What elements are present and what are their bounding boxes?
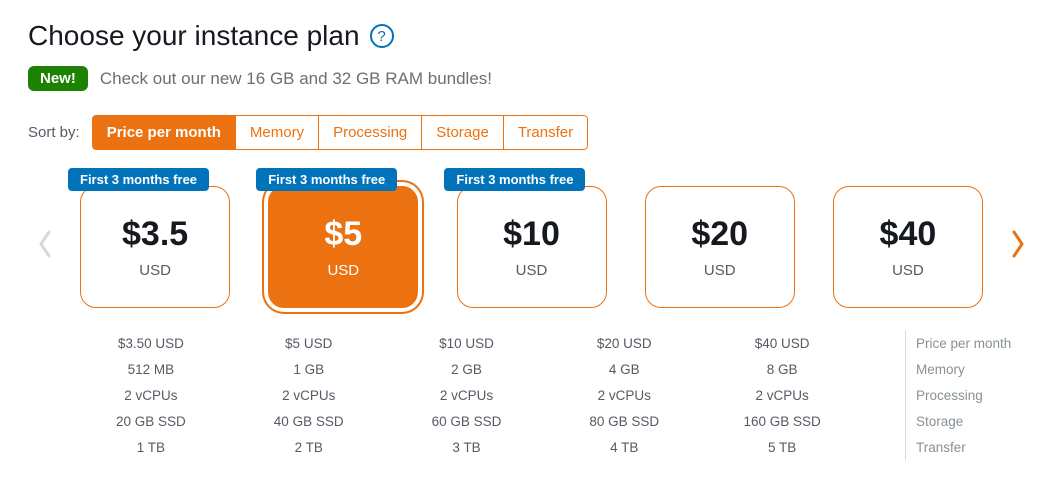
plan-price: $5 [324, 215, 362, 254]
spec-cell: 512 MB [72, 356, 230, 382]
plan-card[interactable]: $10 USD [457, 186, 607, 308]
chevron-right-icon [1010, 230, 1026, 258]
spec-cell: 2 vCPUs [388, 382, 546, 408]
page-title: Choose your instance plan [28, 20, 360, 52]
plan-price: $20 [691, 215, 748, 254]
sort-segmented-control: Price per month Memory Processing Storag… [92, 115, 588, 150]
sort-option-storage[interactable]: Storage [421, 115, 504, 150]
spec-cell: 40 GB SSD [230, 408, 388, 434]
chevron-left-icon [37, 230, 53, 258]
spec-cell: $5 USD [230, 330, 388, 356]
sort-option-price[interactable]: Price per month [92, 115, 236, 150]
spec-cell: $3.50 USD [72, 330, 230, 356]
spec-cell: 3 TB [388, 434, 546, 460]
plan-price: $10 [503, 215, 560, 254]
help-icon[interactable]: ? [370, 24, 394, 48]
sort-option-processing[interactable]: Processing [318, 115, 422, 150]
spec-cell: 20 GB SSD [72, 408, 230, 434]
spec-cell: $20 USD [545, 330, 703, 356]
spec-cell: $10 USD [388, 330, 546, 356]
plan-card[interactable]: $5 USD [268, 186, 418, 308]
spec-cell: 4 GB [545, 356, 703, 382]
promo-banner: New! Check out our new 16 GB and 32 GB R… [28, 66, 1035, 91]
sort-option-memory[interactable]: Memory [235, 115, 319, 150]
plan-specs-table: $3.50 USD $5 USD $10 USD $20 USD $40 USD… [28, 330, 1035, 460]
plan-card-list: First 3 months free $3.5 USD First 3 mon… [62, 180, 1001, 308]
plan-card-wrap: $40 USD [825, 180, 991, 308]
plan-currency: USD [892, 262, 924, 279]
plan-card-wrap: First 3 months free $5 USD [260, 180, 426, 308]
spec-cell: 1 GB [230, 356, 388, 382]
spec-cell: 2 GB [388, 356, 546, 382]
sort-option-transfer[interactable]: Transfer [503, 115, 588, 150]
plan-currency: USD [516, 262, 548, 279]
plan-currency: USD [704, 262, 736, 279]
plan-currency: USD [327, 262, 359, 279]
new-badge: New! [28, 66, 88, 91]
plan-card[interactable]: $3.5 USD [80, 186, 230, 308]
plan-card[interactable]: $40 USD [833, 186, 983, 308]
spec-cell: 2 vCPUs [703, 382, 861, 408]
plan-price: $40 [880, 215, 937, 254]
spec-label: Transfer [906, 434, 1035, 460]
sort-by-label: Sort by: [28, 124, 80, 141]
spec-label: Storage [906, 408, 1035, 434]
spec-label: Price per month [906, 330, 1035, 356]
plan-card-wrap: First 3 months free $10 USD [448, 180, 614, 308]
plan-card-wrap: First 3 months free $3.5 USD [72, 180, 238, 308]
spec-cell: 2 vCPUs [230, 382, 388, 408]
spec-label: Processing [906, 382, 1035, 408]
spec-cell: $40 USD [703, 330, 861, 356]
spec-cell: 5 TB [703, 434, 861, 460]
plan-card[interactable]: $20 USD [645, 186, 795, 308]
free-months-ribbon: First 3 months free [444, 168, 585, 191]
promo-text: Check out our new 16 GB and 32 GB RAM bu… [100, 69, 492, 89]
free-months-ribbon: First 3 months free [68, 168, 209, 191]
plan-card-wrap: $20 USD [637, 180, 803, 308]
plan-price: $3.5 [122, 215, 188, 254]
plan-specs-labels: Price per month Memory Processing Storag… [905, 330, 1035, 460]
spec-cell: 160 GB SSD [703, 408, 861, 434]
spec-cell: 2 vCPUs [72, 382, 230, 408]
carousel-prev-button[interactable] [28, 230, 62, 258]
plan-specs-grid: $3.50 USD $5 USD $10 USD $20 USD $40 USD… [28, 330, 905, 460]
spec-cell: 2 TB [230, 434, 388, 460]
carousel-next-button[interactable] [1001, 230, 1035, 258]
plan-currency: USD [139, 262, 171, 279]
spec-cell: 2 vCPUs [545, 382, 703, 408]
spec-cell: 1 TB [72, 434, 230, 460]
spec-label: Memory [906, 356, 1035, 382]
free-months-ribbon: First 3 months free [256, 168, 397, 191]
spec-cell: 8 GB [703, 356, 861, 382]
spec-cell: 60 GB SSD [388, 408, 546, 434]
spec-cell: 80 GB SSD [545, 408, 703, 434]
spec-cell: 4 TB [545, 434, 703, 460]
